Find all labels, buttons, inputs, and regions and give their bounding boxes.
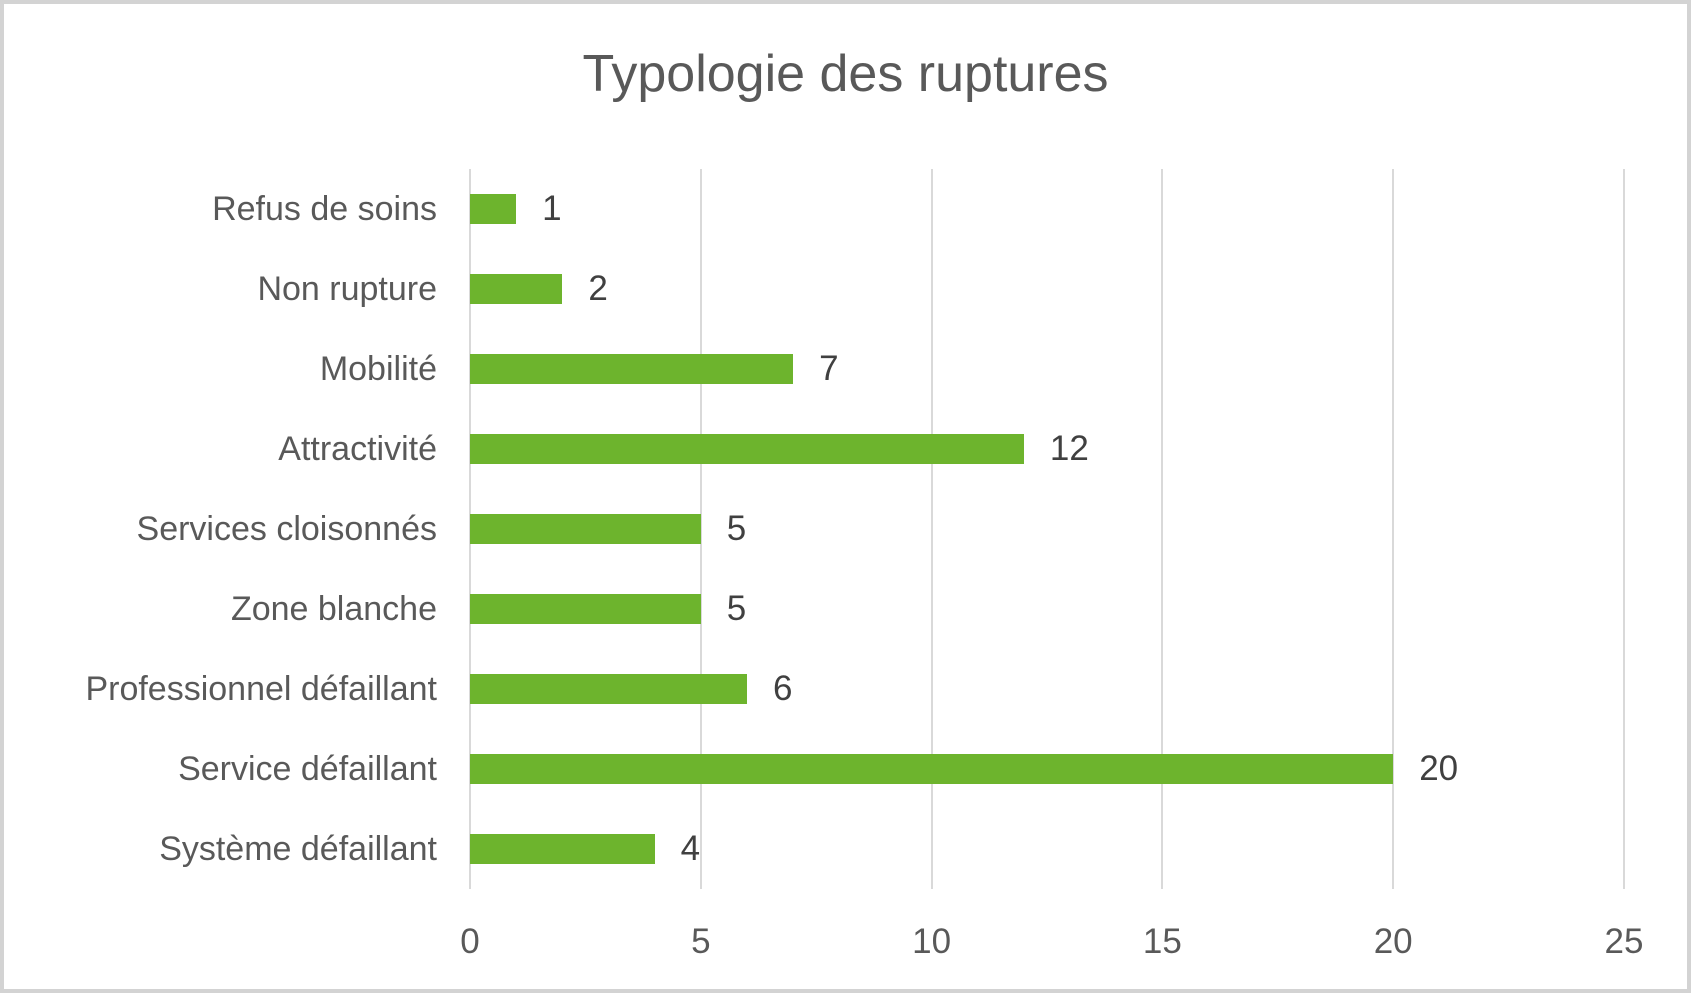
bar (470, 274, 563, 304)
category-label: Refus de soins (212, 190, 437, 228)
gridline (699, 169, 702, 889)
bar (470, 834, 655, 864)
x-tick-label: 5 (691, 922, 711, 961)
gridline (1392, 169, 1395, 889)
bar (470, 514, 701, 544)
data-label: 1 (542, 189, 562, 228)
bar (470, 354, 794, 384)
bar-row: 2 (470, 249, 1624, 329)
bar-row: 6 (470, 649, 1624, 729)
bar-row: 1 (470, 169, 1624, 249)
bar-row: 5 (470, 569, 1624, 649)
data-label: 12 (1049, 429, 1089, 468)
bar (470, 434, 1024, 464)
x-tick-label: 10 (912, 922, 952, 961)
chart-title: Typologie des ruptures (582, 45, 1109, 103)
gridline (1623, 169, 1625, 889)
category-label: Professionnel défaillant (85, 670, 437, 708)
x-tick-label: 0 (460, 922, 480, 961)
category-label: Zone blanche (230, 590, 437, 628)
category-axis: Refus de soins Non rupture Mobilité Attract… (4, 169, 437, 889)
value-axis: 0 5 10 15 20 25 (4, 916, 1687, 968)
x-tick-label: 25 (1604, 922, 1644, 961)
bar-row: 4 (470, 809, 1624, 889)
plot-area: 1 2 7 12 5 5 6 20 4 (469, 169, 1625, 889)
category-label: Service défaillant (178, 750, 437, 788)
data-label: 5 (726, 589, 747, 628)
bar (470, 194, 517, 224)
bar (470, 594, 701, 624)
category-label: Non rupture (257, 270, 437, 308)
x-tick-label: 15 (1142, 922, 1182, 961)
bar-row: 5 (470, 489, 1624, 569)
category-label: Système défaillant (159, 830, 437, 868)
data-label: 20 (1419, 749, 1459, 788)
data-label: 6 (772, 669, 793, 708)
bar-row: 7 (470, 329, 1624, 409)
category-label: Services cloisonnés (136, 510, 437, 548)
bar (470, 754, 1394, 784)
data-label: 4 (680, 829, 701, 868)
gridline (1161, 169, 1164, 889)
data-label: 5 (726, 509, 747, 548)
data-label: 7 (819, 349, 839, 388)
bar-row: 20 (470, 729, 1624, 809)
category-label: Mobilité (319, 350, 437, 388)
bar-row: 12 (470, 409, 1624, 489)
gridline (930, 169, 933, 889)
category-label: Attractivité (278, 430, 437, 468)
data-label: 2 (588, 269, 608, 308)
bar (470, 674, 747, 704)
x-tick-label: 20 (1373, 922, 1413, 961)
